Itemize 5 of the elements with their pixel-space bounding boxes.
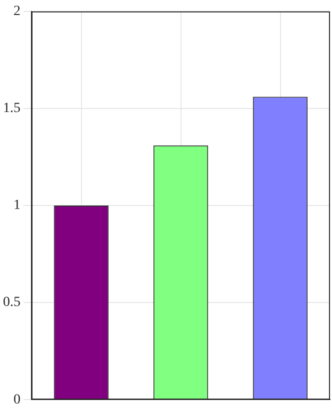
y-tick-label: 0: [14, 392, 20, 408]
y-tick-label: 1.5: [3, 101, 20, 116]
y-tick-label: 0.5: [3, 295, 20, 310]
y-tick-label: 2: [14, 4, 20, 20]
y-tick-label: 1: [14, 198, 20, 214]
